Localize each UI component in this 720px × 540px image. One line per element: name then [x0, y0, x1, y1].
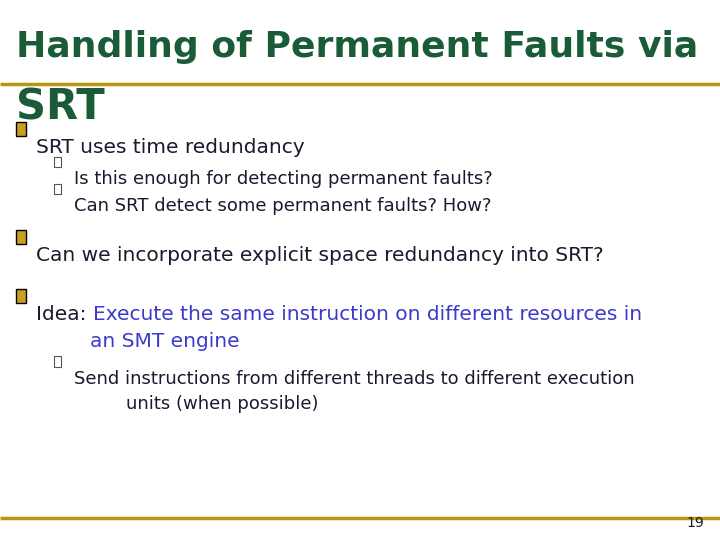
Text: SRT: SRT	[16, 86, 104, 129]
Text: Execute the same instruction on different resources in: Execute the same instruction on differen…	[93, 305, 642, 324]
Text: Handling of Permanent Faults via: Handling of Permanent Faults via	[16, 30, 698, 64]
Text: units (when possible): units (when possible)	[126, 395, 318, 413]
Text: Can we incorporate explicit space redundancy into SRT?: Can we incorporate explicit space redund…	[36, 246, 603, 265]
Text: 19: 19	[686, 516, 704, 530]
Text: Send instructions from different threads to different execution: Send instructions from different threads…	[74, 370, 635, 388]
Text: Can SRT detect some permanent faults? How?: Can SRT detect some permanent faults? Ho…	[74, 197, 492, 215]
Text: Is this enough for detecting permanent faults?: Is this enough for detecting permanent f…	[74, 170, 493, 188]
Text: SRT uses time redundancy: SRT uses time redundancy	[36, 138, 305, 157]
Text: an SMT engine: an SMT engine	[90, 332, 240, 351]
Text: Idea:: Idea:	[36, 305, 93, 324]
